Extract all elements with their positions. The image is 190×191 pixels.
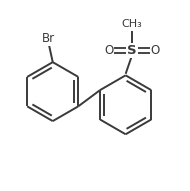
Text: S: S [127, 44, 137, 57]
Text: O: O [150, 44, 160, 57]
Text: O: O [104, 44, 113, 57]
Text: Br: Br [42, 32, 55, 45]
Text: CH₃: CH₃ [121, 19, 142, 29]
